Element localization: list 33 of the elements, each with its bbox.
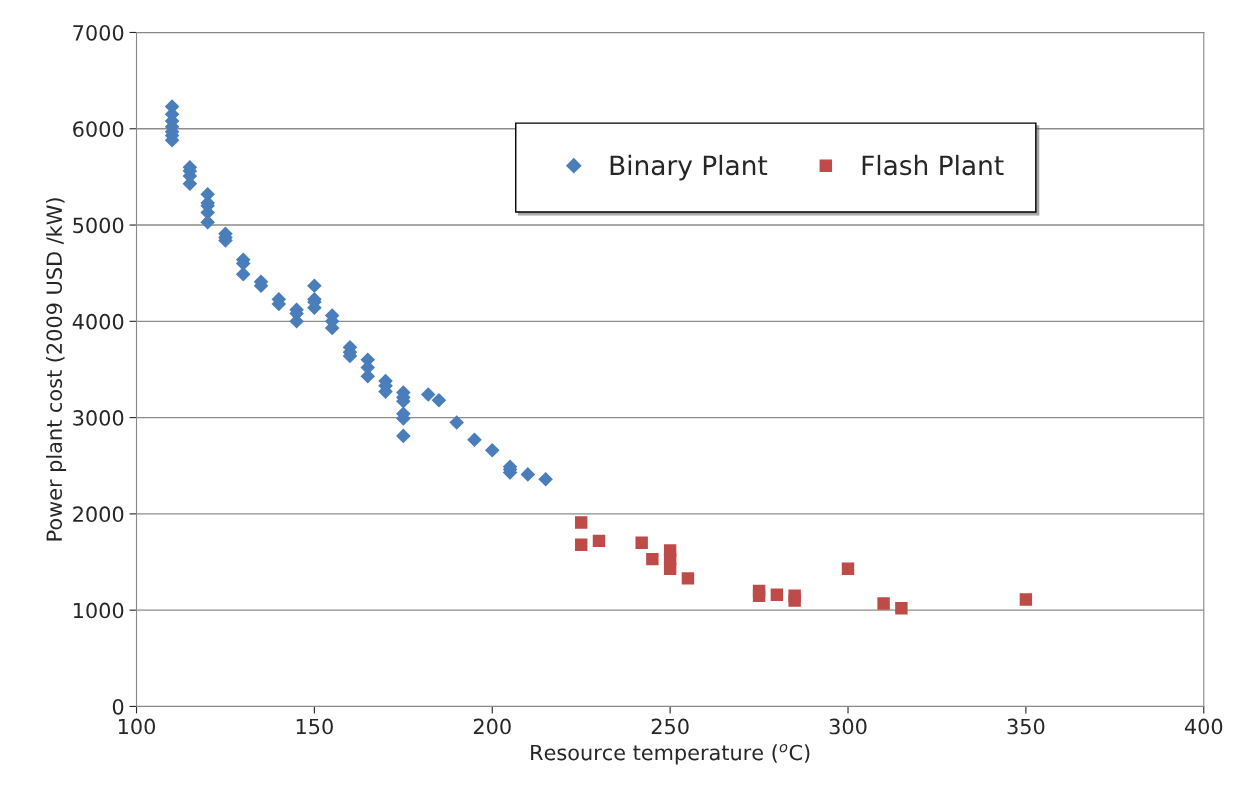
y-tick-label: 5000 bbox=[73, 217, 124, 234]
point bbox=[770, 588, 784, 601]
point bbox=[592, 534, 606, 548]
x-tick-label: 250 bbox=[651, 718, 689, 735]
x-tick-label: 200 bbox=[473, 718, 511, 735]
point bbox=[681, 572, 695, 585]
point bbox=[574, 516, 588, 529]
point bbox=[895, 602, 908, 615]
y-tick-label: 7000 bbox=[73, 24, 124, 41]
point bbox=[1019, 593, 1033, 606]
point bbox=[788, 594, 801, 607]
point bbox=[663, 562, 677, 575]
legend-label: Binary Plant bbox=[610, 154, 768, 181]
y-tick-label: 4000 bbox=[72, 313, 124, 330]
point bbox=[646, 552, 659, 566]
y-tick-label: 6000 bbox=[73, 121, 124, 137]
y-tick-label: 3000 bbox=[73, 410, 124, 426]
y-tick-label: 0 bbox=[112, 698, 124, 715]
x-tick-label: 350 bbox=[1007, 718, 1045, 735]
point bbox=[841, 562, 855, 575]
point bbox=[752, 589, 766, 602]
legend-label: Flash Plant bbox=[862, 154, 1004, 176]
y-axis-title: Power plant cost (2009 USD /kW) bbox=[45, 198, 67, 541]
x-tick-label: 400 bbox=[1184, 718, 1223, 735]
point bbox=[635, 536, 648, 549]
y-tick-label: 1000 bbox=[73, 602, 124, 619]
x-tick-label: 100 bbox=[118, 718, 156, 735]
y-tick-label: 2000 bbox=[73, 506, 124, 523]
point bbox=[574, 538, 588, 551]
point bbox=[877, 597, 890, 610]
x-tick-label: 150 bbox=[296, 718, 333, 735]
x-tick-label: 300 bbox=[829, 718, 867, 735]
x-axis-title: Resource temperature ($^{o}$C) bbox=[531, 743, 810, 765]
